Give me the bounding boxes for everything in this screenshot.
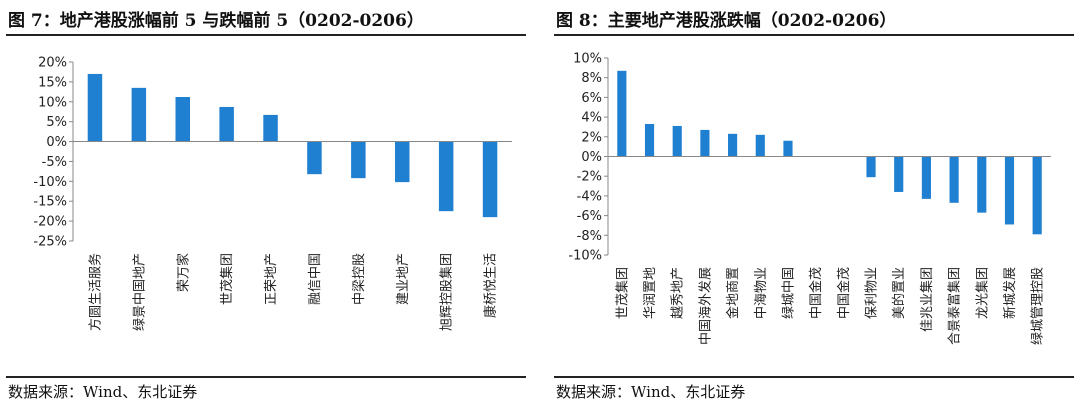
right-bar — [644, 123, 655, 157]
left-bar — [263, 114, 278, 142]
right-bar — [783, 140, 793, 157]
right-bar — [728, 133, 738, 157]
right-title-rule — [554, 34, 1074, 36]
right-bar — [755, 134, 765, 157]
left-category-label: 绿景中国地产 — [132, 253, 147, 331]
right-category-label: 金地商置 — [725, 267, 741, 319]
right-category-label: 越秀地产 — [671, 267, 686, 319]
left-y-tick-label: -25% — [33, 235, 67, 250]
left-bar — [351, 141, 366, 179]
right-category-label: 华润置地 — [643, 267, 658, 319]
left-category-label: 荣万家 — [175, 253, 191, 292]
right-bar — [977, 156, 987, 213]
right-category-label: 合景泰富集团 — [947, 267, 963, 345]
left-source-rule — [6, 376, 526, 378]
right-source-note: 数据来源：Wind、东北证券 — [556, 383, 746, 401]
right-y-tick-label: 8% — [581, 71, 602, 86]
right-y-tick-label: -4% — [577, 189, 602, 204]
right-bar — [1004, 156, 1015, 225]
right-category-label: 新城发展 — [1002, 267, 1018, 319]
left-bar — [307, 141, 322, 175]
right-category-label: 世茂集团 — [614, 267, 630, 319]
right-bar — [894, 156, 904, 192]
right-category-label: 中国海外发展 — [697, 267, 713, 345]
left-bar — [395, 141, 410, 183]
left-y-tick-label: -15% — [33, 195, 67, 210]
right-bar-chart: 10% 8% 6% 4% 2% 0% -2% -4% -6% -8% -10% 世茂集团 华润置地 越秀地… — [568, 52, 1051, 345]
left-y-tick-label: -10% — [33, 175, 67, 190]
right-y-tick-label: -8% — [577, 229, 602, 244]
left-category-label: 建业地产 — [396, 253, 411, 305]
left-bar — [87, 73, 103, 142]
left-bar — [482, 141, 498, 218]
left-source-note: 数据来源：Wind、东北证券 — [8, 383, 198, 401]
right-y-tick-label: 4% — [581, 111, 602, 126]
right-figure-panel: 图 8：主要地产港股涨跌幅（0202-0206） 10% 8% 6% 4% 2% 0% -2… — [548, 0, 1080, 415]
right-bar — [700, 129, 710, 157]
right-bar — [949, 156, 959, 203]
left-category-label: 世茂集团 — [219, 253, 235, 305]
right-category-label: 绿城管理控股 — [1031, 267, 1046, 345]
left-y-tick-label: 5% — [46, 115, 67, 130]
left-y-tick-label: 15% — [38, 75, 67, 90]
left-figure-panel: 图 7：地产港股涨幅前 5 与跌幅前 5（0202-0206） 20% 15% 10… — [0, 0, 530, 415]
right-category-label: 中国金茂 — [808, 267, 824, 319]
right-figure-title: 图 8：主要地产港股涨跌幅（0202-0206） — [556, 11, 897, 31]
right-y-tick-label: 6% — [581, 91, 602, 106]
right-bar — [1032, 156, 1042, 235]
left-category-label: 融信中国 — [308, 253, 323, 305]
right-source-rule — [554, 376, 1074, 378]
right-bar — [921, 156, 931, 199]
left-bar-chart: 20% 15% 10% 5% 0% -5% -10% -15% -20% -25% 方圆生活服务 绿景… — [33, 56, 512, 331]
right-y-tick-label: 2% — [581, 130, 602, 145]
left-category-label: 方圆生活服务 — [87, 253, 103, 331]
right-category-label: 美的置业 — [891, 267, 907, 319]
right-y-tick-label: 0% — [581, 150, 602, 165]
right-y-tick-label: -2% — [577, 170, 602, 185]
right-category-label: 龙光集团 — [974, 267, 990, 319]
left-category-label: 康桥悦生活 — [483, 253, 499, 318]
left-figure-title: 图 7：地产港股涨幅前 5 与跌幅前 5（0202-0206） — [8, 11, 424, 31]
right-category-label: 绿城中国 — [781, 267, 796, 319]
left-bar — [219, 106, 234, 142]
right-bar — [866, 156, 876, 178]
right-y-tick-label: 10% — [573, 52, 602, 67]
right-category-label: 保利物业 — [865, 267, 880, 319]
left-y-tick-label: 10% — [38, 95, 67, 110]
left-y-tick-label: 20% — [38, 56, 67, 71]
left-bar — [175, 97, 190, 142]
left-y-tick-label: -5% — [42, 155, 67, 170]
left-bar — [438, 141, 454, 212]
left-bar — [131, 87, 147, 142]
left-y-tick-label: 0% — [46, 135, 67, 150]
right-y-tick-label: -10% — [568, 249, 602, 264]
right-category-label: 佳兆业集团 — [919, 267, 935, 332]
left-y-tick-label: -20% — [33, 215, 67, 230]
right-category-label: 中国金茂 — [836, 267, 852, 319]
right-y-tick-label: -6% — [577, 209, 602, 224]
right-bar — [672, 125, 682, 157]
left-category-label: 中梁控股 — [352, 253, 367, 305]
left-category-label: 旭辉控股集团 — [439, 253, 455, 331]
right-bar — [617, 70, 627, 157]
left-category-label: 正荣地产 — [264, 253, 279, 305]
left-title-rule — [6, 34, 526, 36]
right-category-label: 中海物业 — [754, 267, 769, 319]
